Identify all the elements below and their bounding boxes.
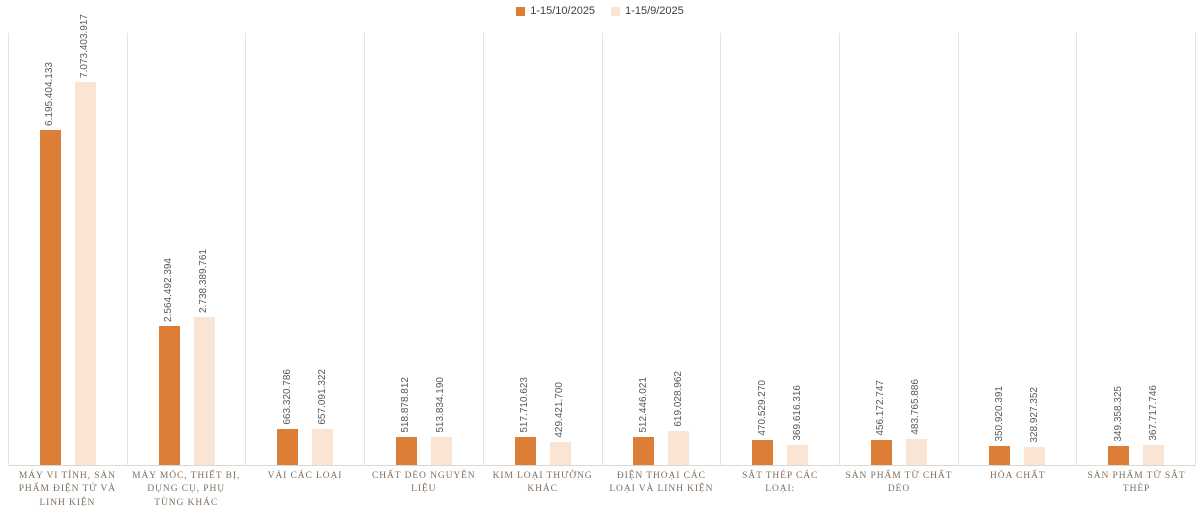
- value-label: 456.172.747: [875, 380, 887, 436]
- bar-current-period: [514, 437, 536, 465]
- bar-with-label: 429.421.700: [549, 382, 571, 465]
- bar-previous-period: [193, 317, 215, 465]
- category-group: 663.320.786 657.091.322: [246, 33, 366, 465]
- bar-with-label: 349.358.325: [1108, 386, 1130, 465]
- category-group: 512.446.021 619.028.962: [603, 33, 722, 465]
- bar-previous-period: [905, 439, 927, 465]
- bar-with-label: 6.195.404.133: [39, 62, 61, 465]
- legend: 1-15/10/2025 1-15/9/2025: [0, 5, 1200, 17]
- bar-current-period: [870, 440, 892, 465]
- bar-with-label: 663.320.786: [277, 369, 299, 465]
- category-label: VẢI CÁC LOẠI: [267, 471, 343, 481]
- legend-swatch-previous-period: [611, 6, 621, 16]
- category-group: 2.564.492.394 2.738.389.761: [128, 33, 247, 465]
- bar-current-period: [158, 326, 180, 465]
- bar-with-label: 513.834.190: [430, 377, 452, 465]
- bar-previous-period: [1024, 447, 1046, 465]
- value-label: 369.616.316: [791, 385, 803, 441]
- value-label: 367.717.746: [1147, 385, 1159, 441]
- bar-previous-period: [549, 442, 571, 465]
- bar-current-period: [39, 130, 61, 465]
- bar-current-period: [633, 437, 655, 465]
- bar-previous-period: [430, 437, 452, 465]
- category-group: 470.529.270 369.616.316: [721, 33, 840, 465]
- legend-label-current-period: 1-15/10/2025: [530, 5, 596, 17]
- bar-with-label: 512.446.021: [633, 377, 655, 465]
- category-label: MÁY VI TÍNH, SẢN PHẨM ĐIỆN TỬ VÀ LINH KI…: [18, 471, 117, 506]
- bar-current-period: [277, 429, 299, 465]
- bar-with-label: 328.927.352: [1024, 387, 1046, 465]
- bar-previous-period: [787, 445, 809, 465]
- plot-area: 6.195.404.133 7.073.403.917 2.564.492.394 2…: [8, 14, 1197, 466]
- legend-item-previous-period: 1-15/9/2025: [611, 5, 684, 17]
- bar-with-label: 350.920.391: [989, 386, 1011, 465]
- bar-with-label: 517.710.623: [514, 377, 536, 465]
- category-group: 350.920.391 328.927.352: [959, 33, 1078, 465]
- bar-previous-period: [312, 429, 334, 465]
- value-label: 483.765.886: [910, 379, 922, 435]
- bar-with-label: 2.738.389.761: [193, 249, 215, 465]
- legend-item-current-period: 1-15/10/2025: [516, 5, 595, 17]
- bar-current-period: [752, 440, 774, 465]
- category-label: MÁY MÓC, THIẾT BỊ, DỤNG CỤ, PHỤ TÙNG KHÁ…: [132, 471, 241, 506]
- category-label: SẢN PHẨM TỪ SẮT THÉP: [1087, 471, 1186, 495]
- category-group: 349.358.325 367.717.746: [1077, 33, 1197, 465]
- bar-current-period: [395, 437, 417, 465]
- category-label: SẮT THÉP CÁC LOẠI:: [742, 471, 819, 495]
- category-label: KIM LOẠI THƯỜNG KHÁC: [492, 471, 593, 495]
- value-label: 470.529.270: [756, 380, 768, 436]
- bar-with-label: 369.616.316: [787, 385, 809, 465]
- value-label: 2.738.389.761: [198, 249, 210, 313]
- bar-previous-period: [668, 431, 690, 465]
- value-label: 349.358.325: [1112, 386, 1124, 442]
- value-label: 6.195.404.133: [44, 62, 56, 126]
- category-label: HÓA CHẤT: [990, 471, 1046, 481]
- value-label: 429.421.700: [554, 382, 566, 438]
- bar-previous-period: [74, 82, 96, 465]
- bar-with-label: 367.717.746: [1143, 385, 1165, 465]
- legend-label-previous-period: 1-15/9/2025: [625, 5, 684, 17]
- bar-with-label: 7.073.403.917: [74, 14, 96, 465]
- value-label: 657.091.322: [316, 369, 328, 425]
- legend-swatch-current-period: [516, 6, 526, 16]
- category-label: CHẤT DẺO NGUYÊN LIỆU: [372, 471, 476, 495]
- category-group: 456.172.747 483.765.886: [840, 33, 959, 465]
- bar-with-label: 2.564.492.394: [158, 258, 180, 465]
- bar-with-label: 657.091.322: [312, 369, 334, 465]
- bar-with-label: 518.878.812: [395, 377, 417, 465]
- value-label: 350.920.391: [993, 386, 1005, 442]
- bar-current-period: [989, 446, 1011, 465]
- value-label: 663.320.786: [281, 369, 293, 425]
- category-label: SẢN PHẨM TỪ CHẤT DẺO: [845, 471, 953, 495]
- category-group: 517.710.623 429.421.700: [484, 33, 603, 465]
- bar-current-period: [1108, 446, 1130, 465]
- bar-with-label: 456.172.747: [870, 380, 892, 465]
- category-label: ĐIỆN THOẠI CÁC LOẠI VÀ LINH KIỆN: [609, 471, 714, 495]
- value-label: 513.834.190: [435, 377, 447, 433]
- bar-with-label: 483.765.886: [905, 379, 927, 465]
- value-label: 517.710.623: [519, 377, 531, 433]
- value-label: 518.878.812: [400, 377, 412, 433]
- category-axis: MÁY VI TÍNH, SẢN PHẨM ĐIỆN TỬ VÀ LINH KI…: [8, 469, 1196, 506]
- bar-with-label: 470.529.270: [752, 380, 774, 465]
- value-label: 328.927.352: [1028, 387, 1040, 443]
- bar-with-label: 619.028.962: [668, 371, 690, 465]
- value-label: 7.073.403.917: [79, 14, 91, 78]
- category-group: 518.878.812 513.834.190: [365, 33, 484, 465]
- value-label: 619.028.962: [672, 371, 684, 427]
- bar-previous-period: [1143, 445, 1165, 465]
- value-label: 2.564.492.394: [163, 258, 175, 322]
- category-group: 6.195.404.133 7.073.403.917: [9, 14, 128, 465]
- value-label: 512.446.021: [637, 377, 649, 433]
